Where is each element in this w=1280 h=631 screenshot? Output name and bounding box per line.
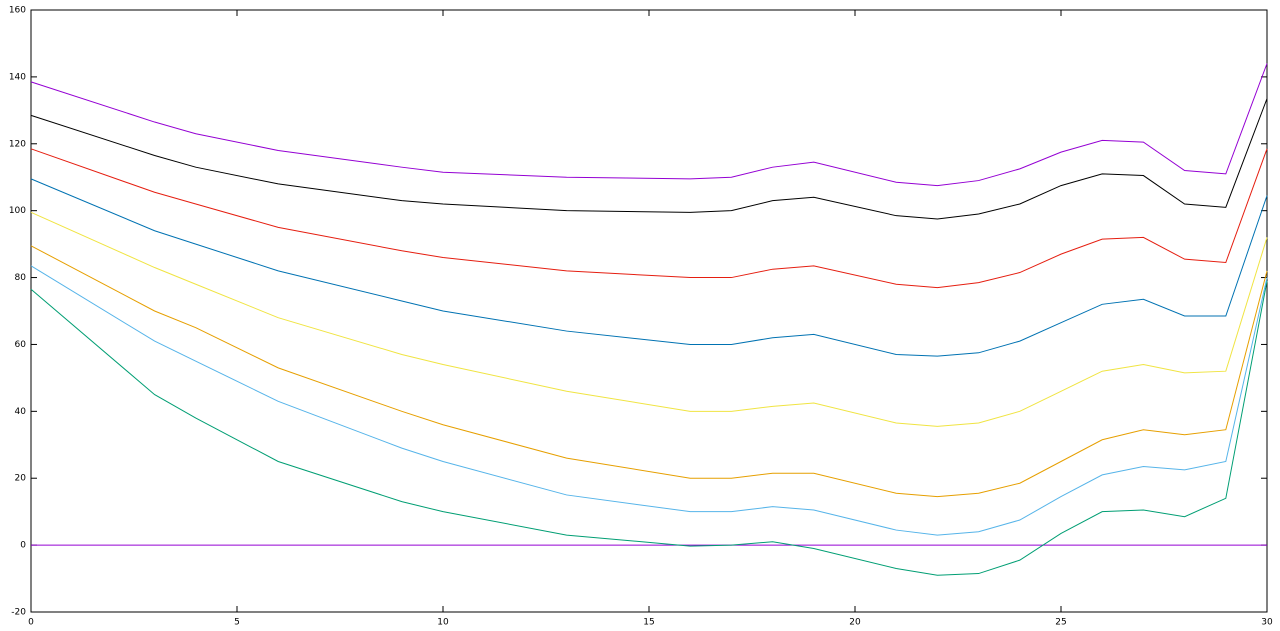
line-series [30, 63, 1268, 187]
x-tick-label: 10 [437, 618, 449, 628]
x-tick-label: 0 [28, 618, 34, 628]
x-tick-label: 5 [234, 618, 240, 628]
plot-frame [30, 9, 1268, 613]
x-tick-label: 25 [1055, 618, 1066, 628]
x-tick-label: 30 [1261, 618, 1273, 628]
x-tick-label: 20 [849, 618, 861, 628]
line-series [30, 98, 1268, 220]
y-tick-label: 140 [9, 72, 26, 82]
y-tick-label: 120 [9, 139, 26, 149]
y-tick-label: 60 [15, 340, 27, 350]
line-series [30, 148, 1268, 289]
line-series [30, 178, 1268, 357]
line-series [30, 211, 1268, 427]
y-tick-label: -20 [11, 608, 26, 618]
y-tick-label: 160 [9, 6, 26, 16]
y-tick-label: 20 [15, 474, 27, 484]
y-tick-label: 40 [15, 407, 27, 417]
y-tick-label: 80 [15, 273, 27, 283]
x-tick-label: 15 [643, 618, 654, 628]
line-series [30, 280, 1268, 576]
line-series [30, 265, 1268, 536]
line-series [30, 245, 1268, 498]
y-tick-label: 100 [9, 206, 26, 216]
y-tick-label: 0 [20, 541, 26, 551]
